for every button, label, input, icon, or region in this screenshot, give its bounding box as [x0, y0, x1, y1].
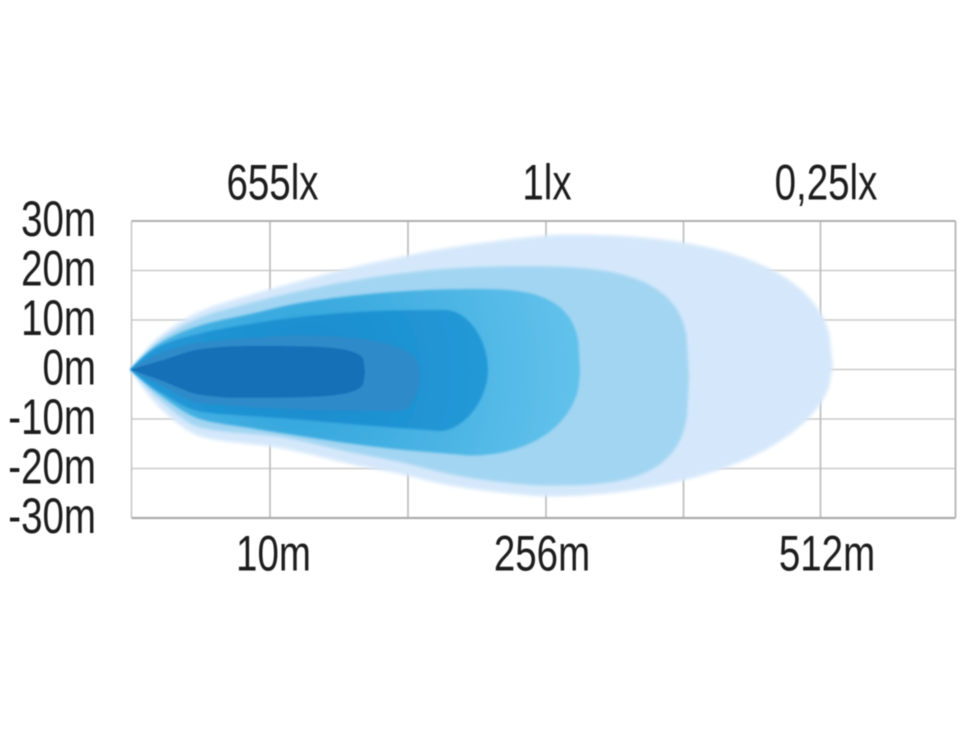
- svg-text:256m: 256m: [494, 527, 590, 582]
- svg-text:1lx: 1lx: [522, 156, 571, 211]
- svg-text:-10m: -10m: [8, 390, 96, 445]
- svg-text:30m: 30m: [21, 192, 96, 247]
- svg-text:0,25lx: 0,25lx: [775, 156, 878, 211]
- svg-text:-20m: -20m: [8, 440, 96, 495]
- svg-text:10m: 10m: [21, 291, 96, 346]
- svg-text:10m: 10m: [236, 527, 311, 582]
- svg-text:-30m: -30m: [8, 489, 96, 544]
- svg-text:655lx: 655lx: [226, 156, 318, 211]
- svg-text:20m: 20m: [21, 242, 96, 297]
- svg-text:0m: 0m: [43, 341, 96, 396]
- svg-text:512m: 512m: [779, 527, 875, 582]
